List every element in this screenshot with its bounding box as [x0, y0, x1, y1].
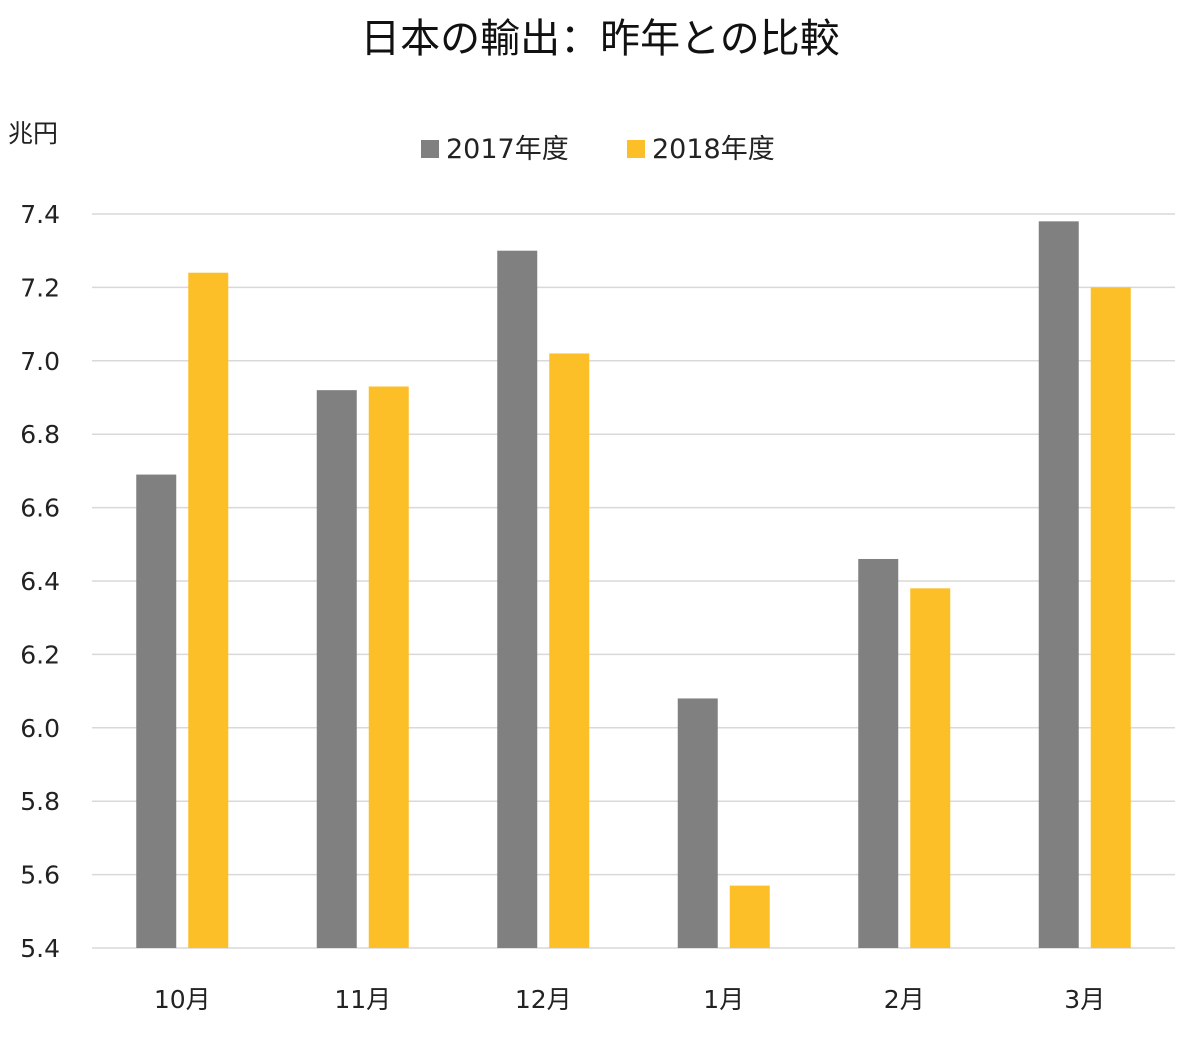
bar-series-2 [368, 386, 409, 948]
y-tick-label: 7.0 [20, 347, 60, 376]
legend-swatch [421, 140, 439, 158]
y-tick-label: 7.4 [20, 200, 60, 229]
x-tick-label: 11月 [334, 985, 391, 1014]
x-tick-label: 3月 [1064, 985, 1105, 1014]
y-tick-label: 6.4 [20, 567, 60, 596]
bar-series-1 [497, 250, 538, 948]
y-axis-ticks: 5.4 5.6 5.8 6.0 6.2 6.4 6.6 6.8 7.0 7.2 7.4 [20, 200, 60, 963]
bar-series-2 [910, 588, 951, 948]
bars [136, 221, 1131, 949]
bar-series-1 [316, 390, 357, 948]
y-tick-label: 7.2 [20, 273, 60, 302]
legend-label: 2018年度 [652, 134, 775, 165]
x-tick-label: 12月 [515, 985, 572, 1014]
chart-title: 日本の輸出：昨年との比較 [360, 16, 840, 62]
bar-series-1 [136, 474, 177, 948]
bar-series-2 [549, 353, 590, 949]
bar-series-2 [729, 885, 770, 948]
x-tick-label: 10月 [154, 985, 211, 1014]
y-tick-label: 6.6 [20, 494, 60, 523]
y-tick-label: 6.8 [20, 420, 60, 449]
x-tick-label: 1月 [703, 985, 744, 1014]
gridlines [92, 213, 1175, 949]
y-tick-label: 5.8 [20, 787, 60, 816]
bar-series-1 [1038, 221, 1079, 949]
bar-series-1 [858, 558, 899, 948]
legend-label: 2017年度 [446, 134, 569, 165]
legend: 2017年度 2018年度 [421, 134, 775, 165]
y-tick-label: 6.2 [20, 640, 60, 669]
bar-series-2 [1090, 287, 1131, 948]
bar-series-2 [188, 272, 229, 949]
bar-series-1 [677, 698, 718, 948]
legend-swatch [627, 140, 645, 158]
y-tick-label: 5.4 [20, 934, 60, 963]
y-tick-label: 5.6 [20, 861, 60, 890]
x-axis-ticks: 10月 11月 12月 1月 2月 3月 [154, 985, 1105, 1014]
y-unit-label: 兆円 [8, 119, 58, 148]
y-tick-label: 6.0 [20, 714, 60, 743]
x-tick-label: 2月 [884, 985, 925, 1014]
